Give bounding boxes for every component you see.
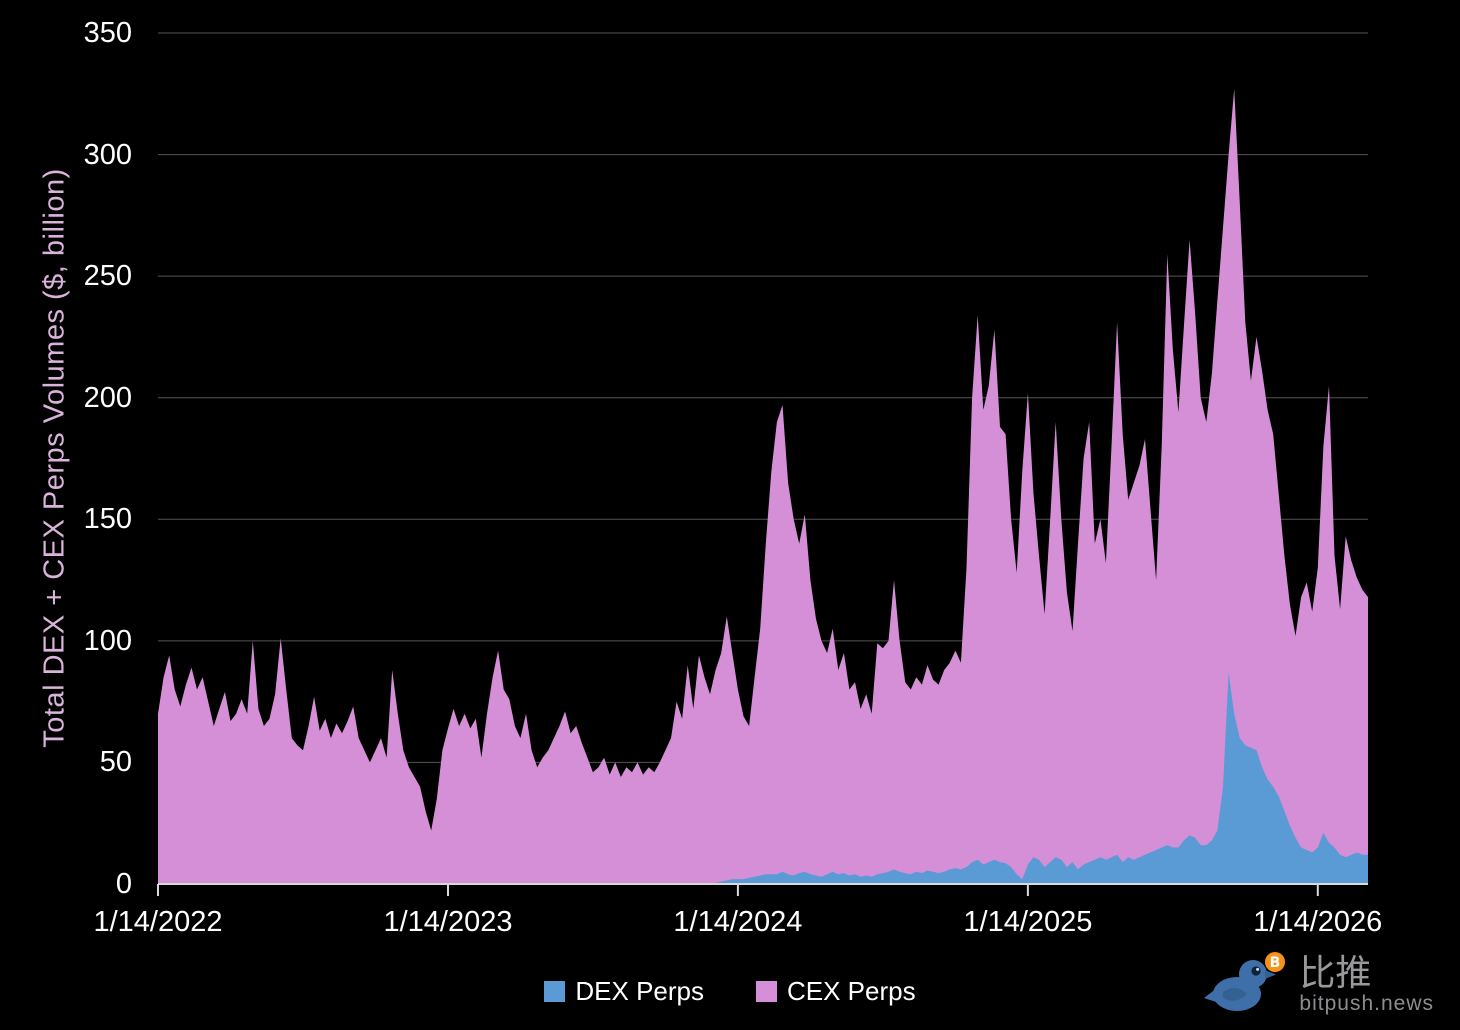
y-tick-label: 200 xyxy=(83,381,132,414)
y-tick-label: 100 xyxy=(83,624,132,657)
svg-text:B: B xyxy=(1270,955,1281,971)
y-axis-title: Total DEX + CEX Perps Volumes ($, billio… xyxy=(38,168,71,748)
bitcoin-coin-icon: B xyxy=(1265,952,1286,972)
x-tick-label: 1/14/2026 xyxy=(1253,906,1383,938)
y-tick-label: 0 xyxy=(115,868,132,900)
y-tick-label: 150 xyxy=(83,503,132,536)
watermark-brand: 比推 xyxy=(1299,951,1372,993)
legend-label: CEX Perps xyxy=(787,976,916,1006)
chart-legend: DEX Perps CEX Perps xyxy=(0,976,1460,1007)
legend-item-cex-perps: CEX Perps xyxy=(756,976,916,1007)
y-tick-label: 300 xyxy=(83,138,132,171)
x-tick-label: 1/14/2022 xyxy=(93,906,223,938)
watermark-domain: bitpush.news xyxy=(1299,992,1434,1016)
watermark: B 比推 bitpush.news xyxy=(1203,952,1434,1016)
x-axis-tick-marks xyxy=(157,884,1319,896)
gridlines xyxy=(158,32,1368,763)
y-tick-label: 250 xyxy=(83,260,132,293)
legend-swatch xyxy=(756,981,777,1002)
x-tick-label: 1/14/2024 xyxy=(673,906,803,938)
x-tick-label: 1/14/2023 xyxy=(383,906,513,938)
y-tick-label: 350 xyxy=(83,17,132,49)
dex-perps-area xyxy=(158,672,1368,884)
twitter-bird-icon: B xyxy=(1204,952,1286,1011)
cex-perps-area xyxy=(158,88,1368,884)
legend-label: DEX Perps xyxy=(575,976,704,1006)
legend-item-dex-perps: DEX Perps xyxy=(544,976,704,1007)
y-tick-label: 50 xyxy=(99,746,132,779)
y-axis-tick-labels: 0 50 100 150 200 250 300 350 xyxy=(0,0,132,1030)
x-tick-label: 1/14/2025 xyxy=(963,906,1093,938)
x-axis-tick-labels: 1/14/2022 1/14/2023 1/14/2024 1/14/2025 1/14… xyxy=(0,906,1460,946)
legend-swatch xyxy=(544,981,566,1002)
